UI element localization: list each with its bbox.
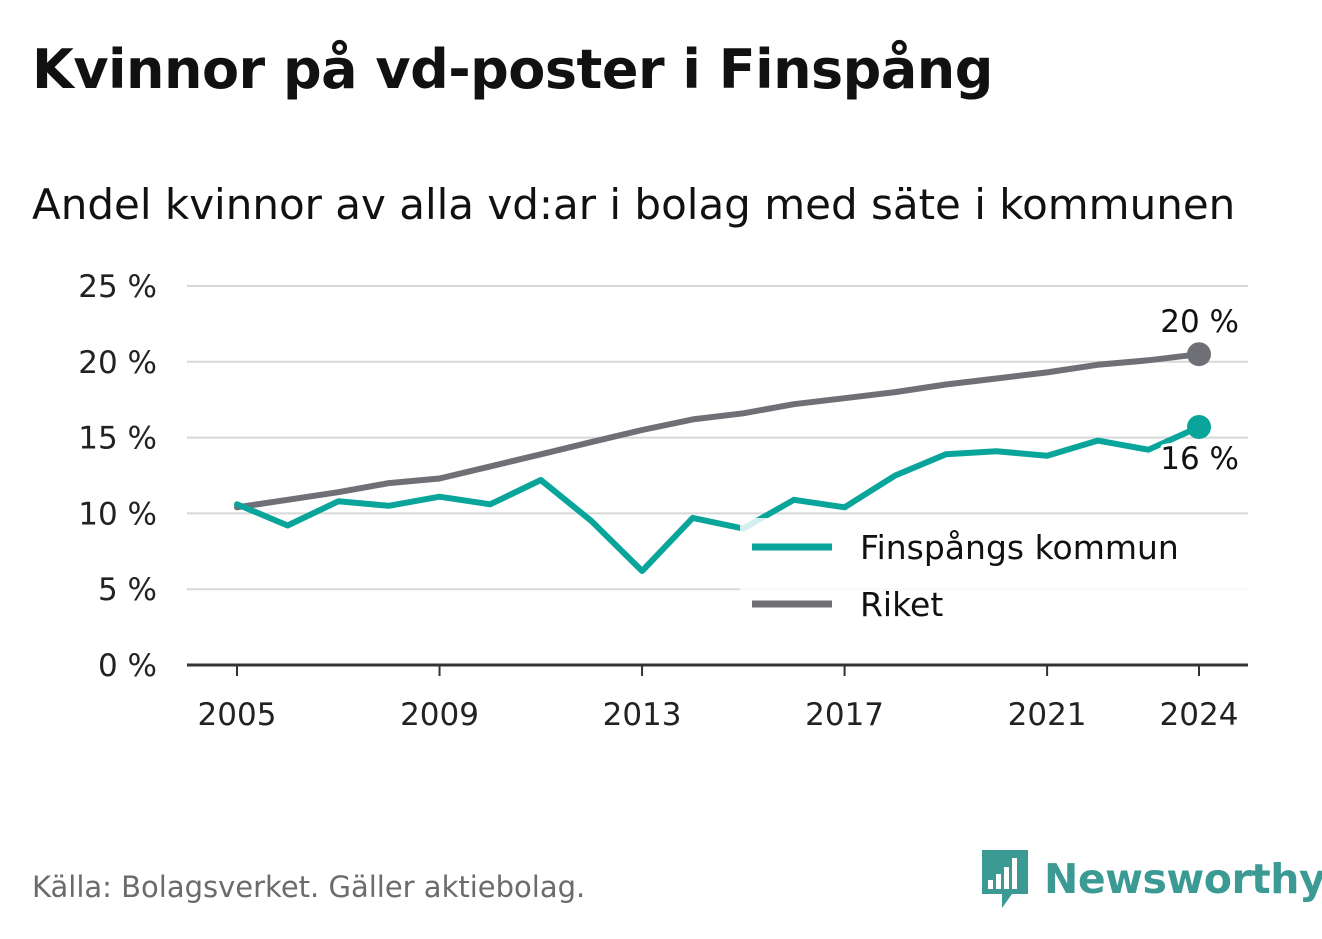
y-tick-label: 10 % [78,496,157,532]
y-tick-label: 20 % [78,345,157,381]
legend-label: Finspångs kommun [860,528,1179,567]
chart-title: Kvinnor på vd-poster i Finspång [32,38,993,101]
x-tick-label: 2005 [198,697,277,733]
newsworthy-logo: Newsworthy [980,848,1322,910]
series-line-finspang [234,424,1202,574]
chart-subtitle: Andel kvinnor av alla vd:ar i bolag med … [32,180,1236,229]
x-tick-label: 2017 [805,697,884,733]
end-marker-riket [1187,342,1211,367]
end-marker-finspang [1187,414,1211,439]
y-tick-label: 15 % [78,421,157,457]
y-tick-label: 25 % [78,269,157,305]
legend-label: Riket [860,585,943,624]
y-tick-label: 0 % [98,648,157,684]
series-line-riket [234,351,1202,511]
line-chart: 0 % 5 % 10 % 15 % 20 % 25 % 2005 2009 2013 2017 20… [78,269,1248,733]
legend-background [740,518,1248,634]
newsworthy-logo-icon [982,850,1028,908]
newsworthy-logo-text: Newsworthy [1044,855,1322,903]
x-tick-label: 2024 [1160,697,1239,733]
end-label-riket: 20 % [1160,304,1239,340]
source-note: Källa: Bolagsverket. Gäller aktiebolag. [32,870,586,904]
end-label-finspang: 16 % [1160,441,1239,477]
x-tick-label: 2013 [603,697,682,733]
x-tick-label: 2021 [1008,697,1087,733]
x-tick-label: 2009 [400,697,479,733]
y-tick-label: 5 % [98,572,157,608]
